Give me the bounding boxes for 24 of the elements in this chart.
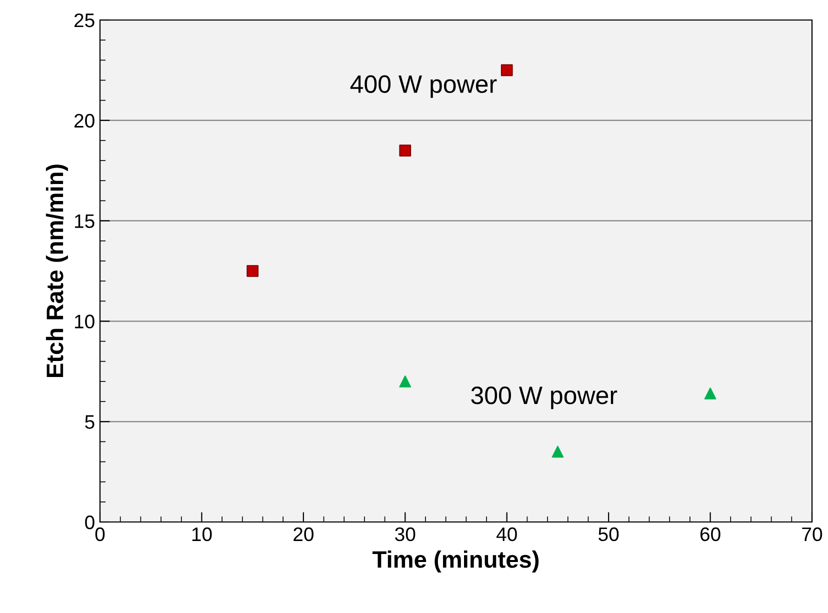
y-tick-label: 25 [74,13,94,28]
x-axis-title: Time (minutes) [372,550,539,573]
text: 300 W power [471,386,618,410]
point [246,265,259,277]
x-tick-label: 10 [192,527,212,542]
y-tick-label: 0 [85,515,94,530]
y-axis-title: Etch Rate (nm/min) [46,164,68,377]
point [704,388,716,400]
point [552,446,564,458]
point [500,64,513,76]
x-tick-label: 60 [700,527,720,542]
x-tick-label: 40 [496,527,517,542]
y-tick-label: 10 [74,314,94,328]
x-tick-label: 50 [598,527,619,542]
y-tick-label: 20 [74,114,94,128]
series-label: 400 W power [350,75,497,98]
point [399,376,412,388]
x-tick-label: 0 [95,527,105,542]
x-tick-label: 30 [395,527,416,542]
point [399,144,412,156]
x-tick-label: 20 [294,527,314,542]
y-tick-label: 15 [74,214,94,228]
x-tick-label: 70 [802,527,822,542]
y-tick-label: 5 [85,415,94,429]
